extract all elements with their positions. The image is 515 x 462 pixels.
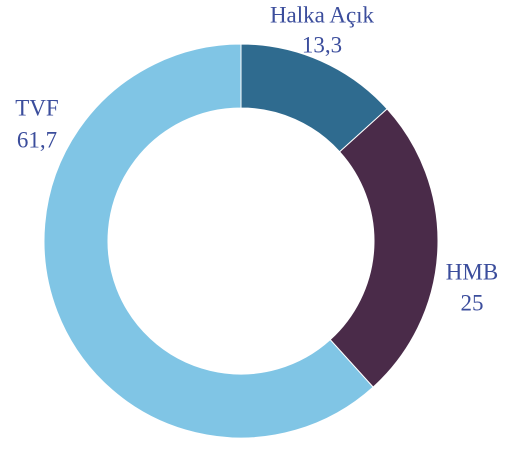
- donut-slice: [43, 43, 374, 439]
- slices: [43, 43, 439, 439]
- slice-value-label: 13,3: [302, 32, 342, 57]
- slice-label: TVF: [15, 95, 58, 120]
- slice-value-label: 61,7: [17, 127, 57, 152]
- slice-label: HMB: [446, 259, 498, 284]
- slice-value-label: 25: [461, 290, 484, 315]
- donut-slice: [329, 108, 439, 388]
- slice-label: Halka Açık: [270, 2, 375, 27]
